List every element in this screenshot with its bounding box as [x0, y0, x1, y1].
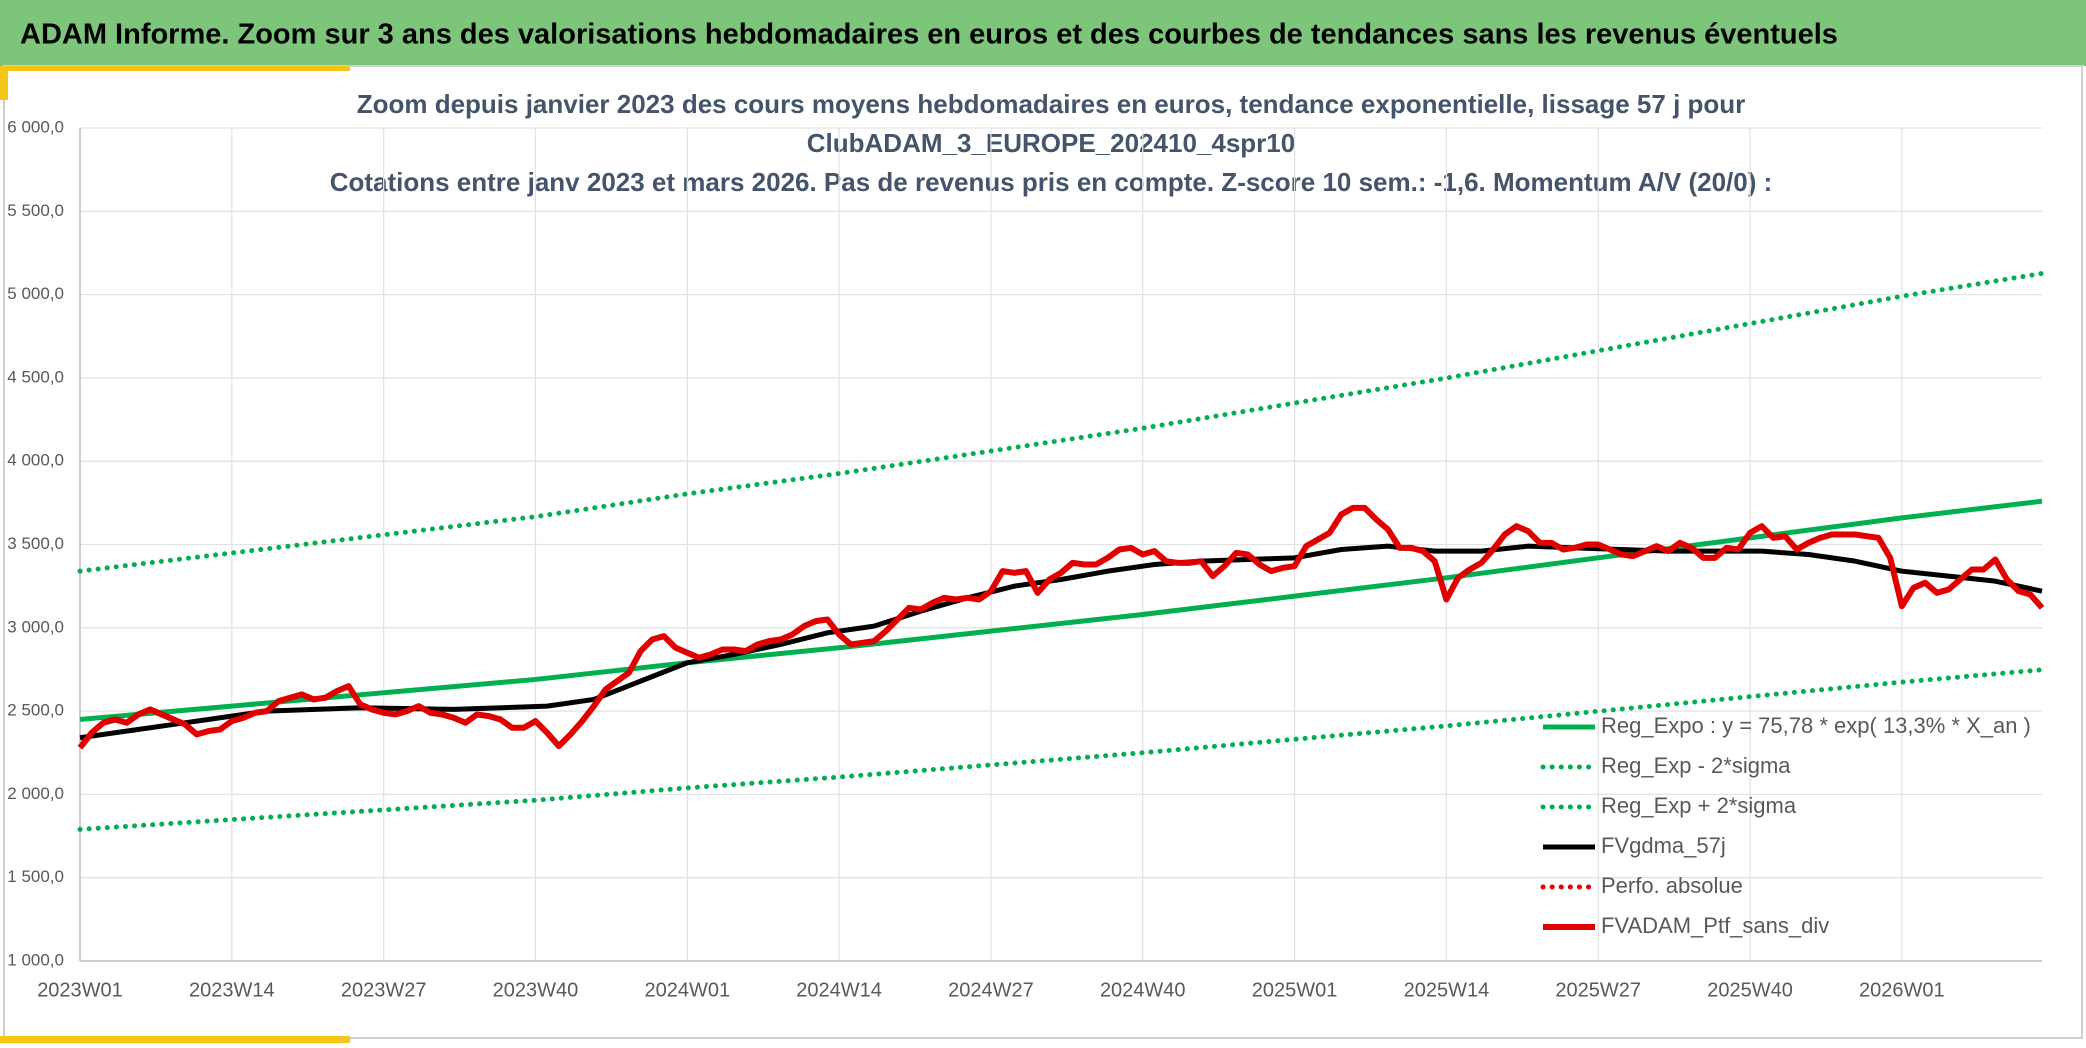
x-tick-label: 2024W27 — [948, 979, 1034, 1001]
x-tick-label: 2023W40 — [493, 979, 579, 1001]
x-tick-label: 2025W14 — [1404, 979, 1490, 1001]
y-tick-label: 1 000,0 — [7, 950, 64, 969]
y-tick-label: 1 500,0 — [7, 867, 64, 886]
y-tick-label: 6 000,0 — [7, 117, 64, 136]
x-tick-label: 2024W40 — [1100, 979, 1186, 1001]
accent — [0, 66, 350, 71]
accent — [0, 1036, 350, 1043]
y-tick-label: 3 500,0 — [7, 534, 64, 553]
series-line — [77, 667, 2045, 832]
y-tick-label: 5 500,0 — [7, 201, 64, 220]
legend-label: Reg_Expo : y = 75,78 * exp( 13,3% * X_an… — [1601, 713, 2031, 738]
legend-label: Reg_Exp - 2*sigma — [1601, 753, 1791, 778]
series-line — [79, 498, 2043, 722]
y-tick-label: 4 000,0 — [7, 451, 64, 470]
series-line — [77, 270, 2045, 574]
y-tick-label: 5 000,0 — [7, 284, 64, 303]
x-tick-label: 2025W40 — [1707, 979, 1793, 1001]
x-tick-label: 2023W01 — [37, 979, 123, 1001]
header-title: ADAM Informe. Zoom sur 3 ans des valoris… — [20, 19, 1838, 51]
y-tick-label: 3 000,0 — [7, 617, 64, 636]
chart-title: Cotations entre janv 2023 et mars 2026. … — [330, 167, 1773, 197]
accent — [0, 66, 8, 100]
header-bar — [0, 0, 2086, 66]
x-tick-label: 2025W27 — [1555, 979, 1641, 1001]
y-tick-label: 2 500,0 — [7, 701, 64, 720]
x-tick-label: 2023W27 — [341, 979, 427, 1001]
legend-label: Perfo. absolue — [1601, 873, 1743, 898]
legend-label: Reg_Exp + 2*sigma — [1601, 793, 1797, 818]
chart-title: ClubADAM_3_EUROPE_202410_4spr10 — [807, 128, 1295, 158]
series-line — [77, 504, 2045, 750]
legend-label: FVgdma_57j — [1601, 833, 1726, 858]
x-tick-label: 2023W14 — [189, 979, 275, 1001]
x-tick-label: 2024W14 — [796, 979, 882, 1001]
legend-label: FVADAM_Ptf_sans_div — [1601, 913, 1829, 938]
y-tick-label: 2 000,0 — [7, 784, 64, 803]
x-tick-label: 2026W01 — [1859, 979, 1945, 1001]
chart-title: Zoom depuis janvier 2023 des cours moyen… — [357, 89, 1746, 119]
x-tick-label: 2025W01 — [1252, 979, 1338, 1001]
x-tick-label: 2024W01 — [644, 979, 730, 1001]
y-tick-label: 4 500,0 — [7, 367, 64, 386]
